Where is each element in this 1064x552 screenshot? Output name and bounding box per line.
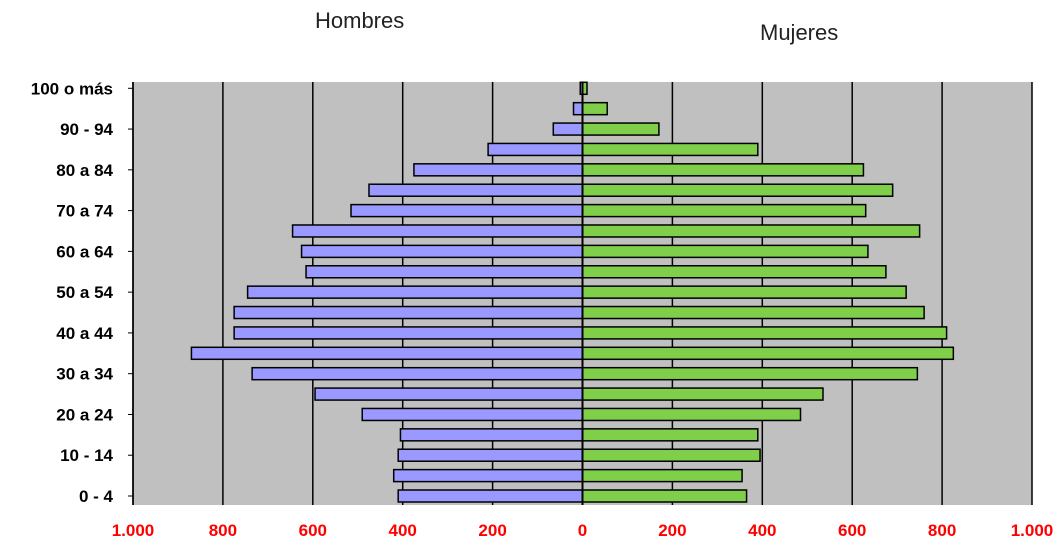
bar-women-3	[581, 428, 759, 442]
men-header-label: Hombres	[315, 8, 405, 33]
bar-women-4	[581, 407, 802, 422]
bar-women-15	[581, 183, 894, 197]
bar-men-8	[233, 326, 584, 340]
bar-men-5	[314, 387, 584, 401]
bar-men-13	[291, 224, 584, 238]
bar-men-4	[361, 407, 584, 422]
x-tick-label: 800	[928, 521, 956, 540]
bar-women-17	[581, 142, 759, 157]
y-tick-label: 70 a 74	[56, 202, 113, 221]
bar-men-14	[350, 203, 584, 218]
bar-men-16	[413, 163, 584, 177]
bar-women-16	[581, 163, 865, 177]
bar-women-9	[581, 305, 925, 320]
bar-men-18	[552, 122, 584, 136]
bar-women-0	[581, 489, 748, 503]
y-tick-label: 40 a 44	[56, 324, 113, 343]
women-header-label: Mujeres	[760, 20, 839, 45]
y-tick-label: 20 a 24	[56, 405, 113, 424]
bar-men-6	[251, 366, 584, 381]
bar-women-8	[581, 326, 948, 340]
x-tick-label: 600	[838, 521, 866, 540]
bar-women-18	[581, 122, 660, 136]
bar-men-0	[397, 489, 584, 503]
bar-men-3	[399, 428, 584, 442]
bar-men-19	[572, 101, 584, 116]
bar-women-14	[581, 203, 867, 218]
bar-women-11	[581, 265, 887, 279]
y-tick-label: 90 - 94	[60, 120, 113, 139]
bar-women-5	[581, 387, 824, 401]
bar-women-12	[581, 244, 869, 259]
y-tick-label: 80 a 84	[56, 161, 113, 180]
bar-women-10	[581, 285, 907, 299]
x-tick-label: 200	[478, 521, 506, 540]
bar-women-6	[581, 366, 919, 381]
y-tick-label: 60 a 64	[56, 242, 113, 261]
x-tick-label: 800	[209, 521, 237, 540]
bar-women-1	[581, 468, 743, 483]
y-tick-label: 0 - 4	[79, 487, 114, 506]
bar-men-11	[305, 265, 584, 279]
x-tick-label: 400	[389, 521, 417, 540]
y-tick-label: 50 a 54	[56, 283, 113, 302]
x-tick-label: 1.000	[112, 521, 155, 540]
bar-men-7	[190, 346, 584, 361]
bar-men-1	[392, 468, 584, 483]
y-tick-label: 30 a 34	[56, 365, 113, 384]
x-tick-label: 0	[578, 521, 587, 540]
bar-women-7	[581, 346, 955, 361]
x-tick-label: 200	[658, 521, 686, 540]
x-tick-label: 400	[748, 521, 776, 540]
bar-women-19	[581, 101, 608, 116]
bar-men-9	[233, 305, 584, 320]
bar-men-15	[368, 183, 584, 197]
bar-women-2	[581, 448, 761, 462]
x-tick-label: 600	[299, 521, 327, 540]
x-tick-label: 1.000	[1011, 521, 1054, 540]
bar-men-10	[246, 285, 584, 299]
y-tick-label: 10 - 14	[60, 446, 113, 465]
bar-men-12	[300, 244, 584, 259]
bar-men-2	[397, 448, 584, 462]
bar-men-17	[487, 142, 584, 157]
bar-women-13	[581, 224, 921, 238]
y-tick-label: 100 o más	[31, 79, 113, 98]
